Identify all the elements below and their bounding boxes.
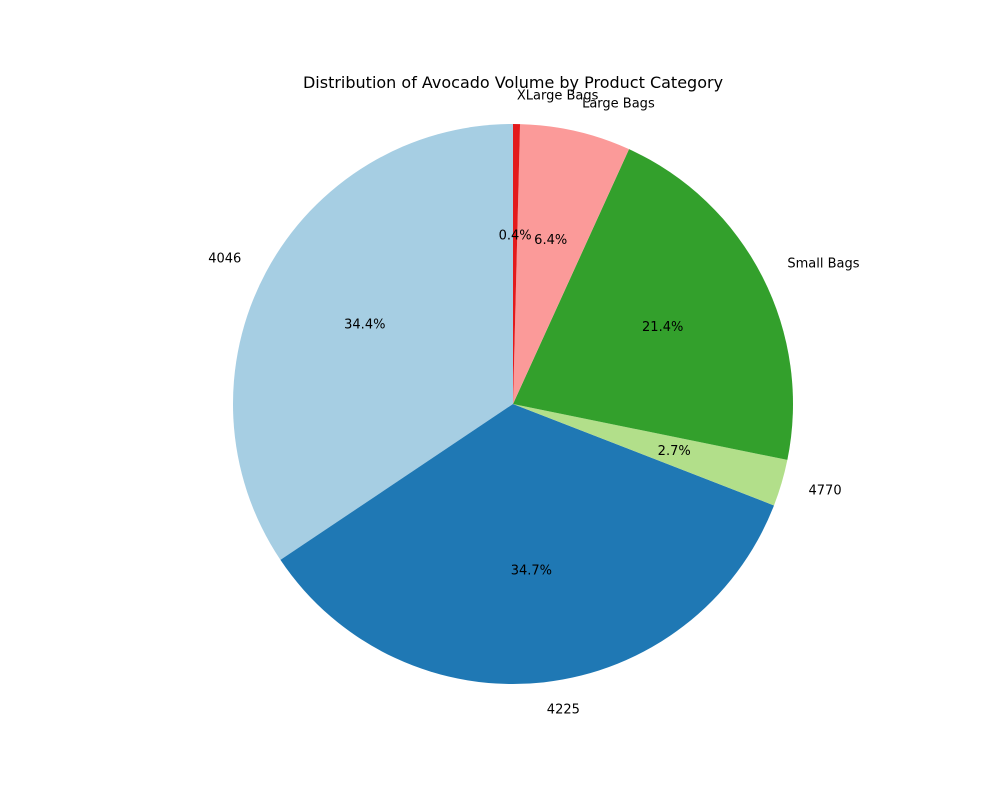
slice-label-large-bags: Large Bags bbox=[582, 96, 655, 111]
pie-slice-4046 bbox=[232, 124, 514, 560]
slice-percent-large-bags: 6.4% bbox=[534, 233, 567, 248]
pie-slices bbox=[232, 124, 794, 685]
slice-percent-4046: 34.4% bbox=[344, 317, 385, 332]
chart-title: Distribution of Avocado Volume by Produc… bbox=[303, 73, 723, 92]
pie-slice-4770 bbox=[513, 404, 788, 506]
pie-slice-small-bags bbox=[513, 149, 794, 460]
slice-percent-4225: 34.7% bbox=[511, 564, 552, 579]
slice-percent-4770: 2.7% bbox=[658, 444, 691, 459]
slice-label-4225: 4225 bbox=[547, 703, 580, 718]
pie-slice-large-bags bbox=[513, 124, 630, 404]
slice-percent-small-bags: 21.4% bbox=[642, 320, 683, 335]
slice-label-small-bags: Small Bags bbox=[787, 257, 859, 272]
pie-slice-xlarge-bags bbox=[513, 124, 521, 404]
pie-slice-4225 bbox=[280, 404, 774, 685]
slice-percent-xlarge-bags: 0.4% bbox=[499, 229, 532, 244]
slice-label-4046: 4046 bbox=[208, 252, 241, 267]
slice-label-xlarge-bags: XLarge Bags bbox=[517, 89, 599, 104]
slice-label-4770: 4770 bbox=[809, 483, 842, 498]
slice-percent-labels: 34.4% 34.7% 2.7% 21.4% 6.4%0.4% bbox=[344, 229, 691, 579]
